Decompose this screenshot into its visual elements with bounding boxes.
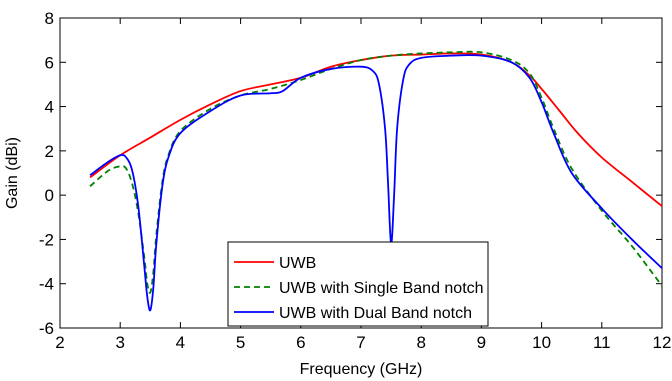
x-axis-ticks: 2 3 4 5 6 7 8 9 10 11 12 <box>55 18 671 352</box>
series-line-dual-notch <box>89 54 663 312</box>
y-tick-label: 0 <box>45 186 54 205</box>
series-line-uwb <box>89 52 663 207</box>
y-tick-label: 4 <box>45 98 54 117</box>
y-tick-label: -6 <box>39 319 54 338</box>
y-axis-ticks: -6 -4 -2 0 2 4 6 8 <box>39 9 662 338</box>
y-tick-label: 6 <box>45 53 54 72</box>
x-tick-label: 4 <box>176 333 185 352</box>
series-layer <box>89 50 663 312</box>
x-tick-label: 11 <box>593 333 611 352</box>
x-tick-label: 5 <box>236 333 245 352</box>
y-tick-label: -2 <box>39 230 54 249</box>
x-tick-label: 3 <box>115 333 124 352</box>
legend-item-uwb-label: UWB <box>279 255 316 272</box>
y-tick-label: 8 <box>45 9 54 28</box>
legend-item-dual-notch-label: UWB with Dual Band notch <box>279 305 472 322</box>
x-tick-label: 7 <box>356 333 365 352</box>
x-tick-label: 9 <box>477 333 486 352</box>
x-tick-label: 2 <box>55 333 64 352</box>
x-axis-label: Frequency (GHz) <box>300 361 423 378</box>
y-tick-label: -4 <box>39 275 54 294</box>
y-tick-label: 2 <box>45 142 54 161</box>
y-axis-label: Gain (dBi) <box>4 137 21 209</box>
x-tick-label: 10 <box>532 333 551 352</box>
x-tick-label: 12 <box>653 333 672 352</box>
legend-item-single-notch-label: UWB with Single Band notch <box>279 280 484 297</box>
x-tick-label: 6 <box>296 333 305 352</box>
x-tick-label: 8 <box>416 333 425 352</box>
legend: UWB UWB with Single Band notch UWB with Du… <box>227 241 489 327</box>
